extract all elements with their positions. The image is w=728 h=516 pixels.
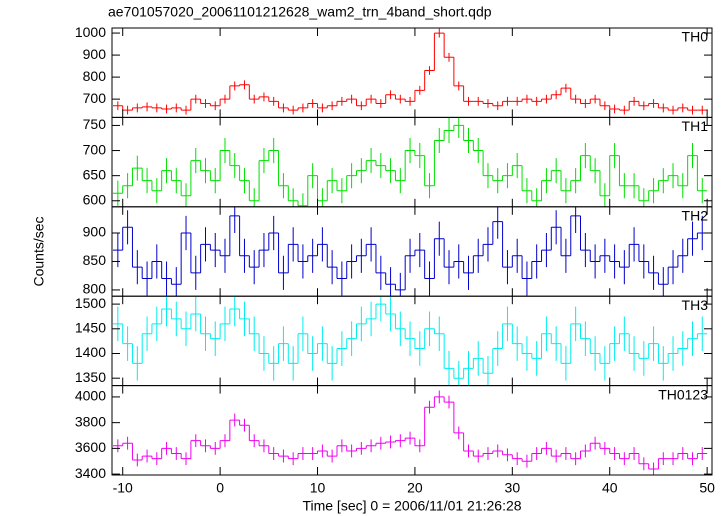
x-tick-label: 10 <box>310 480 326 496</box>
y-tick-label: 600 <box>83 191 107 207</box>
y-tick-label: 650 <box>83 166 107 182</box>
y-tick-label: 1450 <box>75 320 106 336</box>
x-tick-label: 50 <box>699 480 715 496</box>
y-tick-label: 800 <box>83 68 107 84</box>
panel-data <box>112 117 708 207</box>
y-tick-label: 700 <box>83 90 107 106</box>
panel-label: TH3 <box>682 297 709 313</box>
panel-label: TH0 <box>682 29 709 45</box>
y-tick-label: 3600 <box>75 439 106 455</box>
panel-data <box>112 206 708 297</box>
y-tick-label: 750 <box>83 116 107 132</box>
panel-label: TH2 <box>682 208 709 224</box>
panel-data <box>112 28 708 115</box>
y-tick-label: 1350 <box>75 369 106 385</box>
x-tick-label: 30 <box>505 480 521 496</box>
y-axis-label: Counts/sec <box>31 216 47 286</box>
panel-data <box>112 296 708 386</box>
chart-title: ae701057020_20061101212628_wam2_trn_4ban… <box>108 4 492 20</box>
y-tick-label: 4000 <box>75 388 106 404</box>
panel-frame <box>111 295 713 387</box>
panel-label: TH1 <box>682 118 709 134</box>
y-tick-label: 3400 <box>75 465 106 481</box>
x-tick-label: 0 <box>216 480 224 496</box>
x-tick-label: 40 <box>602 480 618 496</box>
panel-frame <box>111 385 713 476</box>
y-tick-label: 1500 <box>75 295 106 311</box>
y-tick-label: 800 <box>83 281 107 297</box>
panel-frame <box>111 116 713 208</box>
y-tick-label: 1000 <box>75 24 106 40</box>
y-tick-label: 1400 <box>75 344 106 360</box>
y-tick-label: 850 <box>83 252 107 268</box>
x-axis-label: Time [sec] 0 = 2006/11/01 21:26:28 <box>302 498 521 514</box>
y-tick-label: 900 <box>83 46 107 62</box>
panel-label: TH0123 <box>658 386 708 402</box>
panel-data <box>112 390 708 476</box>
panel-frame <box>111 206 713 297</box>
y-tick-label: 700 <box>83 141 107 157</box>
y-tick-label: 900 <box>83 224 107 240</box>
x-tick-label: -10 <box>113 480 133 496</box>
y-tick-label: 3800 <box>75 413 106 429</box>
x-tick-label: 20 <box>407 480 423 496</box>
